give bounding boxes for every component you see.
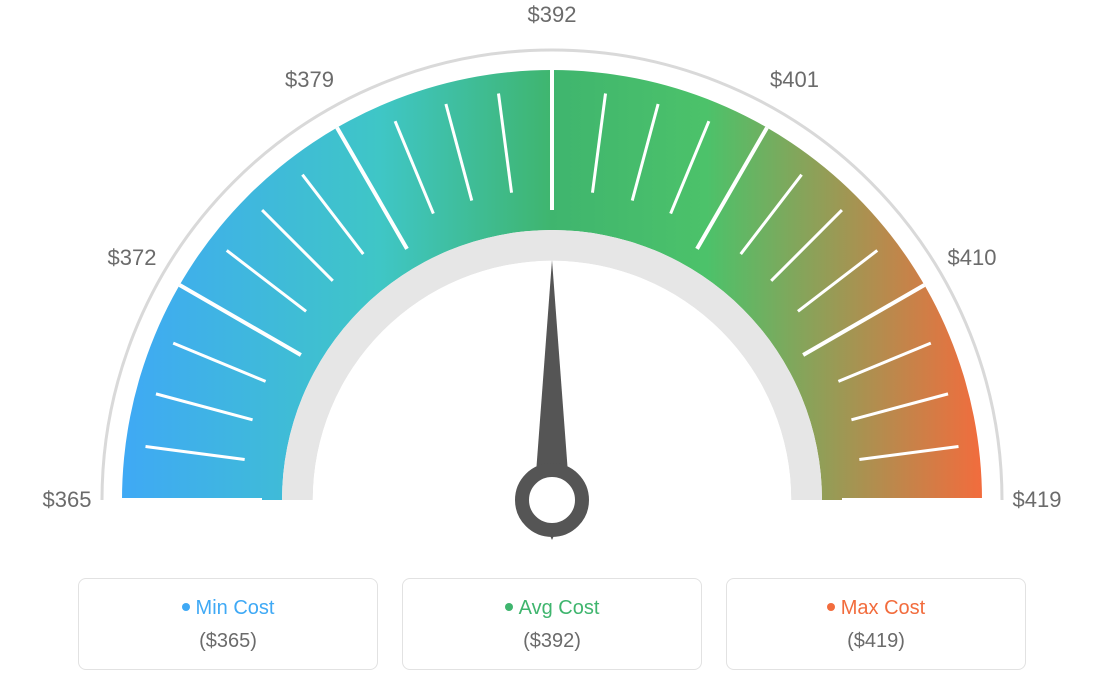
legend-min-value: ($365): [91, 630, 365, 653]
gauge-area: $365 $372 $379 $392 $401 $410 $419: [0, 0, 1104, 560]
chart-container: $365 $372 $379 $392 $401 $410 $419 Min Cost ($…: [0, 0, 1104, 690]
gauge-tick-label: $365: [43, 487, 92, 513]
legend-max-value: ($419): [739, 630, 1013, 653]
gauge-tick-label: $379: [285, 67, 334, 93]
legend-max-title: Max Cost: [739, 597, 1013, 620]
legend-min-dot: [182, 603, 190, 611]
gauge-svg: [0, 0, 1104, 560]
legend-min-title: Min Cost: [91, 597, 365, 620]
legend-card-min: Min Cost ($365): [78, 578, 378, 670]
legend-max-dot: [827, 603, 835, 611]
legend-row: Min Cost ($365) Avg Cost ($392) Max Cost…: [0, 578, 1104, 670]
gauge-tick-label: $419: [1013, 487, 1062, 513]
gauge-tick-label: $401: [770, 67, 819, 93]
legend-avg-value: ($392): [415, 630, 689, 653]
legend-avg-label: Avg Cost: [519, 597, 600, 619]
legend-card-avg: Avg Cost ($392): [402, 578, 702, 670]
gauge-tick-label: $372: [107, 245, 156, 271]
legend-avg-title: Avg Cost: [415, 597, 689, 620]
legend-avg-dot: [505, 603, 513, 611]
legend-max-label: Max Cost: [841, 597, 925, 619]
gauge-tick-label: $392: [528, 2, 577, 28]
legend-card-max: Max Cost ($419): [726, 578, 1026, 670]
legend-min-label: Min Cost: [196, 597, 275, 619]
gauge-tick-label: $410: [948, 245, 997, 271]
